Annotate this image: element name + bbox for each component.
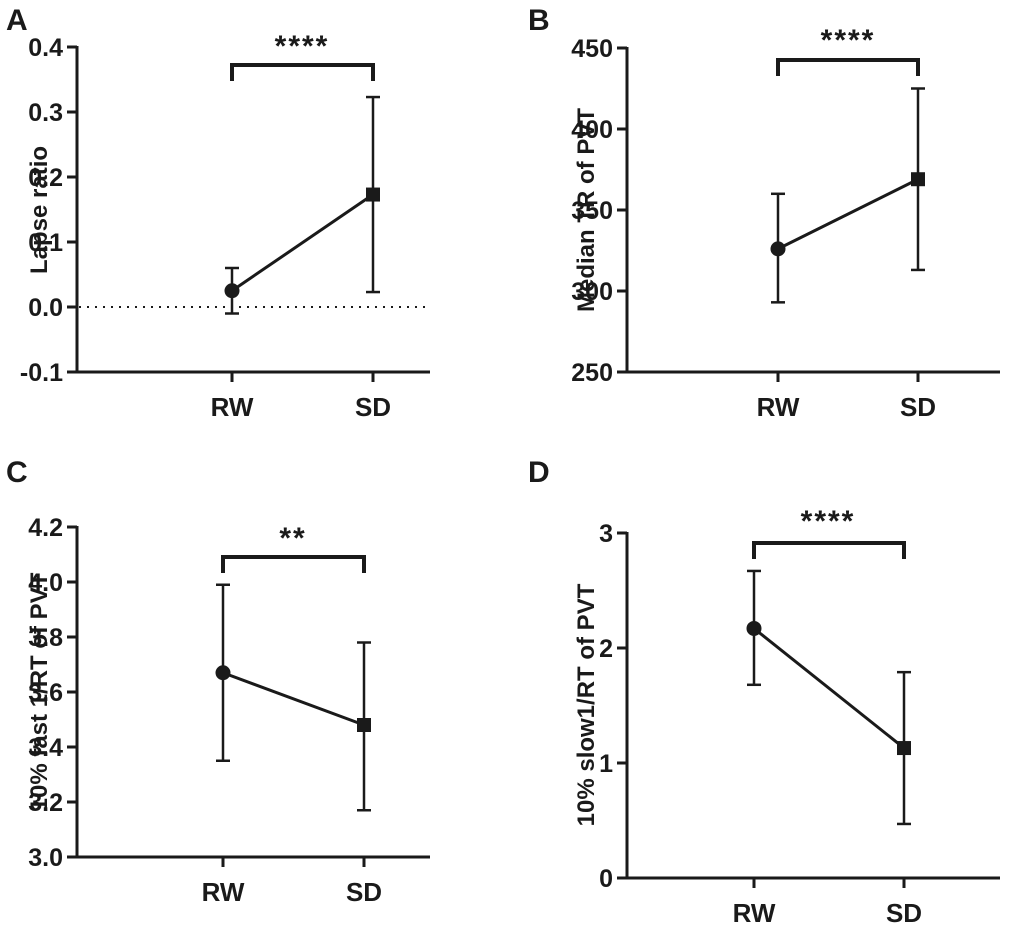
data-point-d-sd <box>897 741 911 756</box>
significance-bracket-b <box>776 58 920 76</box>
significance-label-b: **** <box>821 24 876 57</box>
significance-label-a: **** <box>275 30 330 63</box>
data-point-a-rw <box>224 283 240 299</box>
y-tick-label-d-2: 1 <box>599 750 613 778</box>
data-point-c-sd <box>357 718 371 732</box>
data-point-d-rw <box>746 620 762 636</box>
y-axis-title-a: Lapse ratio <box>26 146 53 274</box>
series-line-d <box>753 627 905 750</box>
y-axis-title-b: Median TR of PVT <box>573 108 600 312</box>
significance-bracket-c <box>221 555 366 573</box>
panel-letter-b: B <box>528 4 550 37</box>
x-tick-label-c-sd: SD <box>346 877 382 907</box>
data-point-b-sd <box>911 172 925 187</box>
x-tick-label-d-rw: RW <box>733 898 776 928</box>
y-tick-label-b-0: 450 <box>571 35 613 63</box>
y-tick-label-c-1: 4.0 <box>28 569 63 597</box>
y-tick-label-c-6: 3.0 <box>28 844 63 872</box>
significance-label-d: **** <box>801 505 856 538</box>
x-tick-label-b-sd: SD <box>900 392 936 422</box>
y-tick-label-a-4: 0.0 <box>28 294 63 322</box>
y-tick-label-c-0: 4.2 <box>28 514 63 542</box>
y-tick-label-a-2: 0.2 <box>28 164 63 192</box>
y-tick-label-d-3: 0 <box>599 865 613 893</box>
series-line-a <box>231 193 374 292</box>
significance-bracket-d <box>752 541 906 559</box>
panel-d: D 10% slow1/RT of PVT 3 2 1 0 RW SD **** <box>528 456 1000 928</box>
data-point-c-rw <box>215 665 231 681</box>
series-line-c <box>222 671 365 727</box>
y-tick-label-a-5: -0.1 <box>20 359 63 387</box>
y-tick-label-d-1: 2 <box>599 635 613 663</box>
y-tick-label-a-0: 0.4 <box>28 34 63 62</box>
data-point-a-sd <box>366 187 380 202</box>
panel-a: A Lapse ratio 0.4 0.3 0.2 0.1 0.0 -0.1 RW SD **… <box>6 4 430 422</box>
y-tick-label-c-2: 3.8 <box>28 624 63 652</box>
panel-letter-c: C <box>6 456 28 489</box>
data-point-b-rw <box>770 241 786 257</box>
x-tick-label-c-rw: RW <box>202 877 245 907</box>
y-tick-label-c-4: 3.4 <box>28 734 63 762</box>
y-axis-title-d: 10% slow1/RT of PVT <box>573 583 600 826</box>
y-tick-label-d-0: 3 <box>599 520 613 548</box>
y-tick-label-b-3: 300 <box>571 278 613 306</box>
x-tick-label-a-sd: SD <box>355 392 391 422</box>
series-line-b <box>777 177 919 251</box>
axes-c: 4.2 4.0 3.8 3.6 3.4 3.2 3.0 RW SD <box>28 514 430 907</box>
axes-a: 0.4 0.3 0.2 0.1 0.0 -0.1 RW SD <box>20 34 430 422</box>
y-tick-label-b-1: 400 <box>571 116 613 144</box>
y-tick-label-a-1: 0.3 <box>28 99 63 127</box>
axes-b: 450 400 350 300 250 RW SD <box>571 35 1000 422</box>
panel-c: C 10% fast 1/RT of PVT 4.2 4.0 3.8 3.6 3.4 3.… <box>6 456 430 907</box>
y-tick-label-b-2: 350 <box>571 197 613 225</box>
y-tick-label-c-5: 3.2 <box>28 789 63 817</box>
y-tick-label-a-3: 0.1 <box>28 229 63 257</box>
significance-label-c: ** <box>279 522 306 555</box>
panel-letter-a: A <box>6 4 28 37</box>
significance-bracket-a <box>230 63 375 81</box>
y-tick-label-b-4: 250 <box>571 359 613 387</box>
y-axis-title-c: 10% fast 1/RT of PVT <box>26 572 53 811</box>
panel-letter-d: D <box>528 456 550 489</box>
panel-b: B Median TR of PVT 450 400 350 300 250 RW SD *… <box>528 4 1000 422</box>
x-tick-label-d-sd: SD <box>886 898 922 928</box>
x-tick-label-a-rw: RW <box>211 392 254 422</box>
x-tick-label-b-rw: RW <box>757 392 800 422</box>
axes-d: 3 2 1 0 RW SD <box>599 520 1000 928</box>
y-tick-label-c-3: 3.6 <box>28 679 63 707</box>
